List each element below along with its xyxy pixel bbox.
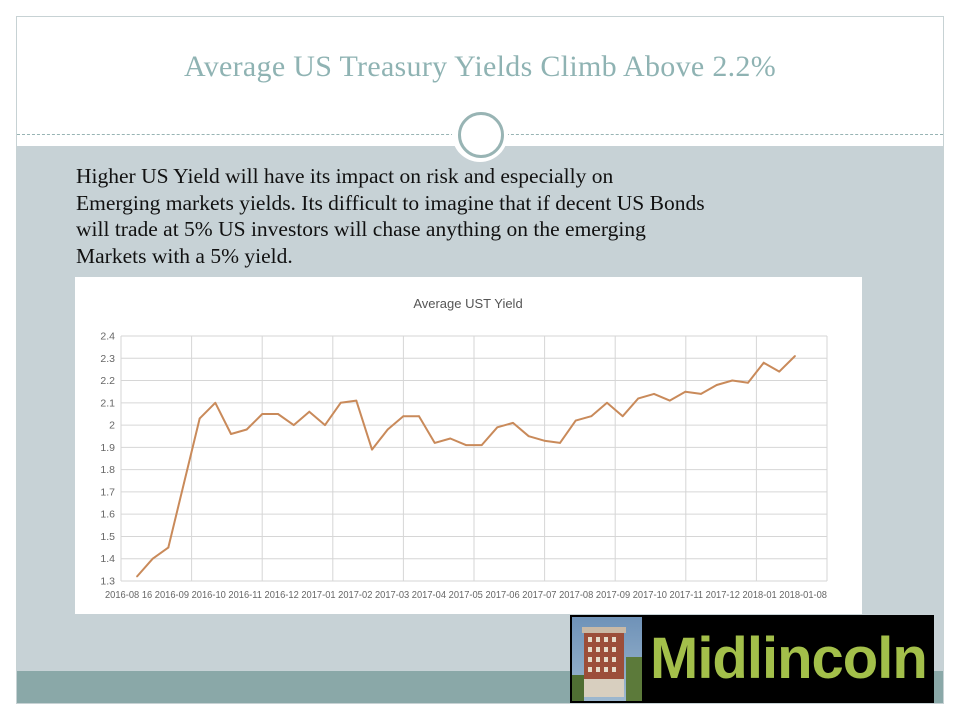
y-tick-label: 2.3 [100,353,115,365]
y-tick-label: 2 [109,420,115,432]
data-point [794,355,796,357]
y-tick-label: 2.2 [100,375,115,387]
data-point [700,393,702,395]
x-tick-labels: 2016-08 16 2016-09 2016-10 2016-11 2016-… [105,589,827,601]
data-point [151,557,154,560]
data-point [778,370,781,373]
y-tick-label: 1.8 [100,464,115,476]
data-point [653,393,655,395]
data-point [715,384,718,386]
data-point [214,401,217,404]
data-point [512,422,514,424]
data-point [574,419,577,422]
series-line [136,355,796,578]
data-point [371,448,373,451]
data-point [292,424,295,426]
y-tick-label: 1.9 [100,442,115,454]
logo-text: Midlincoln [650,626,928,691]
data-point [433,442,436,444]
midlincoln-logo: Midlincoln [570,615,934,703]
divider-ring [458,112,504,158]
slide-title: Average US Treasury Yields Climb Above 2… [183,50,777,83]
data-point [684,390,687,393]
data-point [559,442,561,444]
data-point [167,546,170,549]
data-point [606,401,608,404]
y-tick-label: 1.6 [100,509,115,521]
chart-grid [120,335,828,582]
data-point [355,399,358,402]
data-point [277,413,279,415]
data-point [308,410,311,413]
data-point [621,415,624,418]
data-point [183,482,185,484]
data-point [449,437,452,440]
chart-container: Average UST Yield 1.3 1.4 1.5 1.6 1.7 1.8 1.9 2… [75,277,862,614]
line-chart: Average UST Yield 1.3 1.4 1.5 1.6 1.7 1.8 1.9 2… [100,296,828,601]
data-point [261,413,264,415]
data-point [339,401,342,404]
data-point [668,399,671,402]
data-point [527,435,530,438]
chart-title: Average UST Yield [413,296,522,311]
data-point [245,428,248,431]
data-point [402,415,405,418]
data-point [496,426,499,429]
y-tick-label: 2.4 [100,331,115,343]
data-point [637,397,640,400]
data-point [198,417,201,420]
y-tick-label: 2.1 [100,397,115,409]
body-paragraph: Higher US Yield will have its impact on … [76,164,705,268]
data-point [747,381,749,384]
data-point [543,439,546,442]
y-tick-label: 1.3 [100,576,115,588]
series-group [136,355,796,578]
data-point [386,428,389,431]
building-photo [572,617,642,701]
y-tick-labels: 1.3 1.4 1.5 1.6 1.7 1.8 1.9 2 2.1 2.2 2.3 2.4 [100,331,115,588]
data-point [590,415,593,418]
data-point [731,379,734,382]
data-point [324,424,326,426]
data-point [762,361,765,364]
data-point [480,444,483,446]
y-tick-label: 1.7 [100,486,115,498]
y-tick-label: 1.5 [100,531,115,543]
data-point [465,444,467,446]
data-point [230,433,232,435]
y-tick-label: 1.4 [100,553,115,565]
data-point [136,575,138,578]
data-point [418,415,420,418]
